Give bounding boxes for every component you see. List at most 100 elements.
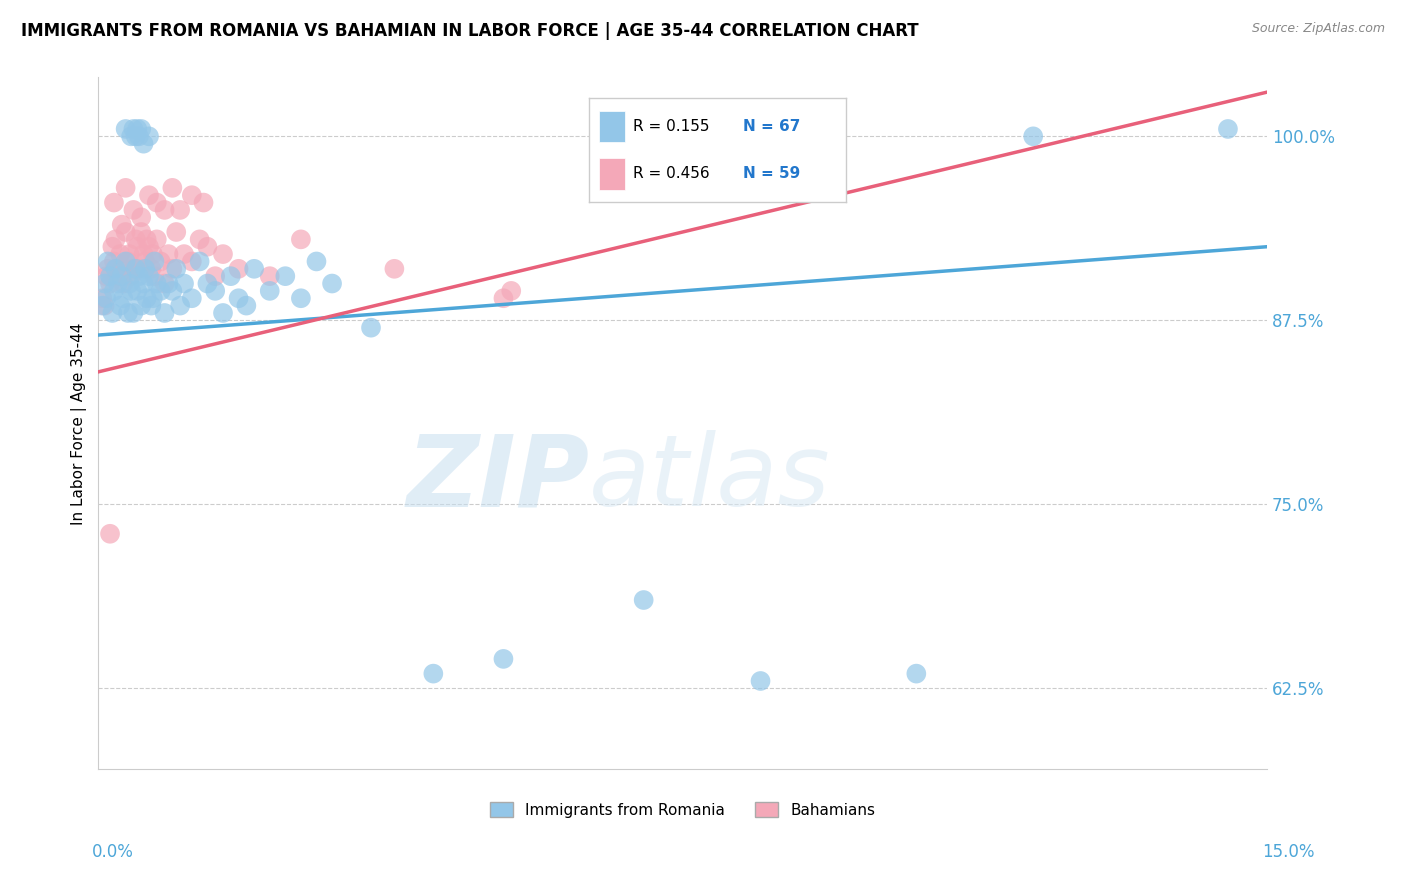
Point [180, 291, 202, 305]
Point [243, 261, 266, 276]
Point [132, 247, 155, 261]
Point [146, 195, 169, 210]
Point [103, 284, 125, 298]
Point [321, 277, 343, 291]
Point [153, 202, 176, 217]
Point [125, 129, 148, 144]
Point [219, 269, 242, 284]
Point [141, 299, 163, 313]
Point [129, 211, 152, 225]
Point [132, 136, 155, 151]
Point [129, 122, 152, 136]
Point [98, 277, 121, 291]
Point [129, 225, 152, 239]
Point [111, 269, 134, 284]
Point [149, 284, 172, 298]
Point [422, 666, 444, 681]
Text: 0.0%: 0.0% [91, 843, 134, 861]
Point [114, 181, 136, 195]
Point [135, 232, 157, 246]
Point [153, 277, 176, 291]
Point [290, 291, 312, 305]
Point [107, 269, 129, 284]
Point [135, 291, 157, 305]
Point [212, 247, 235, 261]
Point [162, 261, 184, 276]
Point [103, 195, 125, 210]
Point [107, 277, 129, 291]
Point [118, 247, 141, 261]
Point [193, 195, 215, 210]
Point [169, 202, 191, 217]
Point [290, 232, 312, 246]
Legend: Immigrants from Romania, Bahamians: Immigrants from Romania, Bahamians [484, 796, 882, 824]
Point [146, 232, 169, 246]
Point [259, 269, 281, 284]
Point [138, 129, 160, 144]
Point [143, 269, 166, 284]
Point [101, 240, 124, 254]
Point [97, 261, 120, 276]
Point [114, 225, 136, 239]
Point [98, 526, 121, 541]
Point [111, 218, 134, 232]
Point [492, 291, 515, 305]
Point [228, 291, 250, 305]
Point [204, 284, 226, 298]
Point [188, 232, 211, 246]
Point [120, 269, 142, 284]
Point [169, 299, 191, 313]
Point [120, 284, 142, 298]
Point [188, 254, 211, 268]
Point [127, 122, 149, 136]
Point [212, 306, 235, 320]
Point [197, 277, 219, 291]
Point [127, 240, 149, 254]
Point [104, 261, 127, 276]
Point [180, 254, 202, 268]
Point [118, 277, 141, 291]
Point [138, 240, 160, 254]
Point [360, 320, 382, 334]
Point [1216, 122, 1239, 136]
Point [114, 254, 136, 268]
Point [117, 254, 139, 268]
Point [112, 291, 135, 305]
Point [125, 261, 148, 276]
Point [134, 254, 156, 268]
Point [141, 261, 163, 276]
Point [146, 277, 169, 291]
Point [162, 181, 184, 195]
Point [111, 261, 134, 276]
Text: 15.0%: 15.0% [1263, 843, 1315, 861]
Point [142, 247, 165, 261]
Point [132, 277, 155, 291]
Point [138, 188, 160, 202]
Point [1022, 129, 1045, 144]
Point [157, 277, 180, 291]
Point [98, 269, 121, 284]
Point [235, 299, 257, 313]
Point [120, 129, 142, 144]
Point [94, 269, 117, 284]
Point [142, 291, 165, 305]
Point [180, 188, 202, 202]
Point [114, 122, 136, 136]
Point [122, 122, 145, 136]
Point [173, 247, 195, 261]
Point [128, 129, 150, 144]
Point [127, 284, 149, 298]
Point [108, 247, 131, 261]
Point [501, 284, 523, 298]
Point [122, 306, 145, 320]
Point [138, 269, 160, 284]
Point [749, 673, 772, 688]
Point [134, 261, 156, 276]
Point [93, 277, 115, 291]
Point [122, 261, 145, 276]
Text: IMMIGRANTS FROM ROMANIA VS BAHAMIAN IN LABOR FORCE | AGE 35-44 CORRELATION CHART: IMMIGRANTS FROM ROMANIA VS BAHAMIAN IN L… [21, 22, 918, 40]
Point [162, 284, 184, 298]
Point [122, 202, 145, 217]
Point [108, 299, 131, 313]
Point [117, 306, 139, 320]
